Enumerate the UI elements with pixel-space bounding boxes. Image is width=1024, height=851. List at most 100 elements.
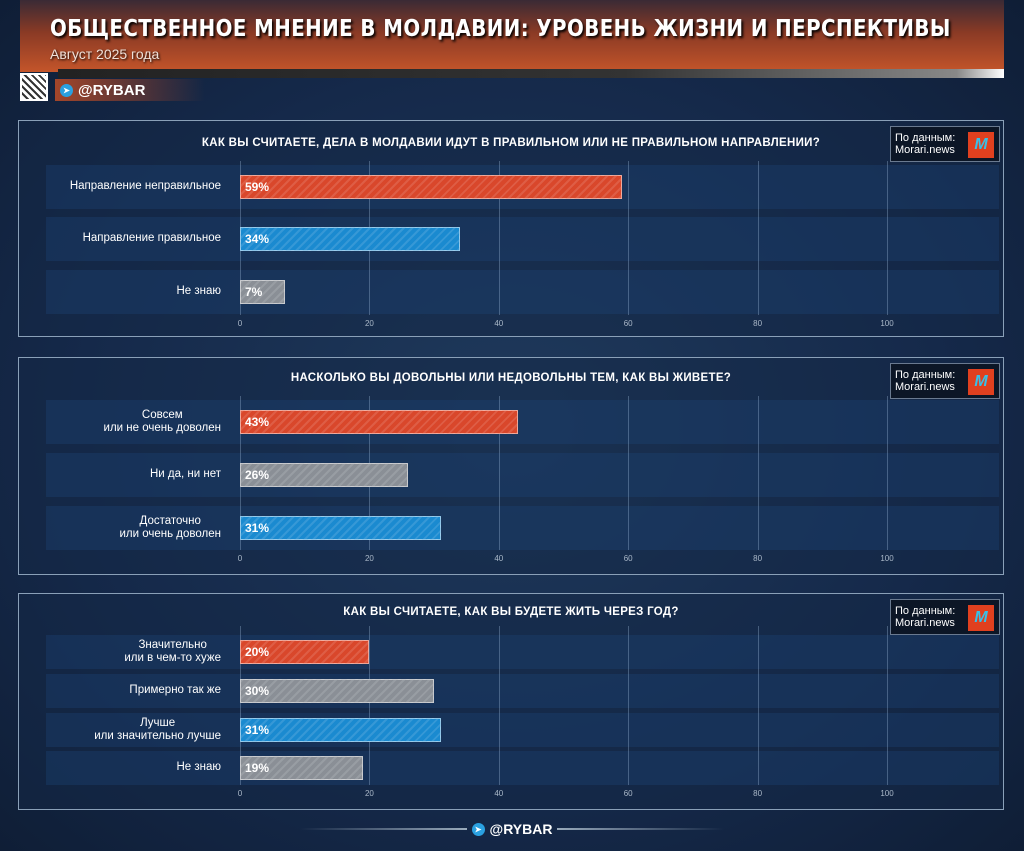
x-tick-label: 60: [623, 789, 633, 798]
grid-line: [498, 396, 500, 550]
bar: 43%: [240, 410, 519, 434]
footer-brand-label: @RYBAR: [489, 821, 553, 837]
category-label: Примерно так же: [129, 684, 221, 696]
x-tick-label: 100: [880, 554, 894, 563]
source-name: Morari.news: [895, 617, 955, 629]
x-tick-label: 20: [364, 319, 374, 328]
bar-value-label: 7%: [245, 285, 263, 299]
grid-line: [757, 396, 759, 550]
source-name: Morari.news: [895, 144, 955, 156]
morari-logo-icon: M: [968, 132, 994, 158]
category-label: Достаточно или очень доволен: [119, 515, 221, 540]
row-band: [46, 217, 999, 261]
chart-panel: НАСКОЛЬКО ВЫ ДОВОЛЬНЫ ИЛИ НЕДОВОЛЬНЫ ТЕМ…: [18, 357, 1004, 575]
x-tick-label: 80: [753, 554, 763, 563]
telegram-icon: ➤: [471, 822, 485, 836]
bar-value-label: 20%: [245, 645, 270, 659]
source-label: По данным:: [895, 132, 956, 144]
x-tick-label: 40: [494, 319, 504, 328]
x-tick-label: 80: [753, 789, 763, 798]
source-badge[interactable]: По данным: Morari.news M: [890, 599, 1000, 635]
bar-value-label: 26%: [245, 468, 270, 482]
x-tick-label: 60: [623, 554, 633, 563]
chart-panel: КАК ВЫ СЧИТАЕТЕ, ДЕЛА В МОЛДАВИИ ИДУТ В …: [18, 120, 1004, 337]
chart-title: КАК ВЫ СЧИТАЕТЕ, ДЕЛА В МОЛДАВИИ ИДУТ В …: [201, 137, 821, 149]
x-tick-label: 40: [494, 789, 504, 798]
row-band: [46, 674, 999, 708]
source-name: Morari.news: [895, 381, 955, 393]
source-label: По данным:: [895, 605, 956, 617]
footer-brand[interactable]: ➤ @RYBAR: [300, 820, 724, 838]
x-tick-label: 20: [364, 554, 374, 563]
bar-value-label: 59%: [245, 180, 270, 194]
grid-line: [628, 161, 630, 315]
chart-title: НАСКОЛЬКО ВЫ ДОВОЛЬНЫ ИЛИ НЕДОВОЛЬНЫ ТЕМ…: [290, 372, 732, 384]
header-banner: ОБЩЕСТВЕННОЕ МНЕНИЕ В МОЛДАВИИ: УРОВЕНЬ …: [20, 0, 1004, 72]
bar-value-label: 31%: [245, 521, 270, 535]
x-tick-label: 80: [753, 319, 763, 328]
category-label: Ни да, ни нет: [149, 468, 221, 480]
bar-value-label: 34%: [245, 232, 270, 246]
brand-tag[interactable]: ➤ @RYBAR: [55, 79, 205, 101]
x-tick-label: 60: [623, 319, 633, 328]
category-label: Не знаю: [176, 285, 221, 297]
morari-logo-icon: M: [968, 605, 994, 631]
page-subtitle: Август 2025 года: [50, 46, 160, 62]
row-band: [46, 453, 999, 497]
row-band: [46, 713, 999, 747]
source-badge[interactable]: По данным: Morari.news M: [890, 363, 1000, 399]
x-tick-label: 20: [364, 789, 374, 798]
row-band: [46, 751, 999, 785]
bar: 31%: [240, 516, 441, 540]
row-band: [46, 635, 999, 669]
bar: 34%: [240, 227, 460, 251]
brand-label: @RYBAR: [78, 81, 146, 99]
bar: 19%: [240, 756, 363, 780]
morari-logo-icon: M: [968, 369, 994, 395]
grid-line: [498, 626, 500, 785]
x-tick-label: 0: [237, 319, 243, 328]
source-badge[interactable]: По данным: Morari.news M: [890, 126, 1000, 162]
chart-panel: КАК ВЫ СЧИТАЕТЕ, КАК ВЫ БУДЕТЕ ЖИТЬ ЧЕРЕ…: [18, 593, 1004, 810]
grid-line: [628, 626, 630, 785]
category-label: Совсем или не очень доволен: [103, 409, 221, 434]
qr-code-icon: [20, 73, 48, 101]
x-tick-label: 100: [880, 319, 894, 328]
x-tick-label: 0: [237, 789, 243, 798]
row-band: [46, 400, 999, 444]
bar: 31%: [240, 718, 441, 742]
category-label: Значительно или в чем-то хуже: [124, 639, 221, 664]
grid-line: [887, 626, 888, 785]
bar-value-label: 31%: [245, 723, 270, 737]
grid-line: [240, 626, 241, 785]
bar-value-label: 19%: [245, 761, 270, 775]
grid-line: [498, 161, 500, 315]
x-tick-label: 100: [880, 789, 894, 798]
grid-line: [887, 396, 888, 550]
bar: 20%: [240, 640, 370, 664]
bar: 7%: [240, 280, 286, 304]
source-label: По данным:: [895, 369, 956, 381]
bar: 30%: [240, 679, 435, 703]
row-band: [46, 506, 999, 550]
category-label: Не знаю: [176, 761, 221, 773]
grid-line: [757, 626, 759, 785]
category-label: Направление неправильное: [69, 180, 221, 192]
category-label: Направление правильное: [82, 232, 221, 244]
grid-line: [887, 161, 888, 315]
bar: 26%: [240, 463, 409, 487]
x-tick-label: 40: [494, 554, 504, 563]
page-title: ОБЩЕСТВЕННОЕ МНЕНИЕ В МОЛДАВИИ: УРОВЕНЬ …: [50, 16, 951, 42]
bar-value-label: 43%: [245, 415, 270, 429]
bar-value-label: 30%: [245, 684, 270, 698]
grid-line: [757, 161, 759, 315]
x-tick-label: 0: [237, 554, 243, 563]
grid-line: [628, 396, 630, 550]
row-band: [46, 270, 999, 314]
category-label: Лучше или значительно лучше: [94, 717, 221, 742]
header-divider: [58, 69, 1004, 78]
chart-title: КАК ВЫ СЧИТАЕТЕ, КАК ВЫ БУДЕТЕ ЖИТЬ ЧЕРЕ…: [343, 606, 679, 618]
grid-line: [369, 626, 371, 785]
bar: 59%: [240, 175, 622, 199]
telegram-icon: ➤: [60, 83, 73, 97]
